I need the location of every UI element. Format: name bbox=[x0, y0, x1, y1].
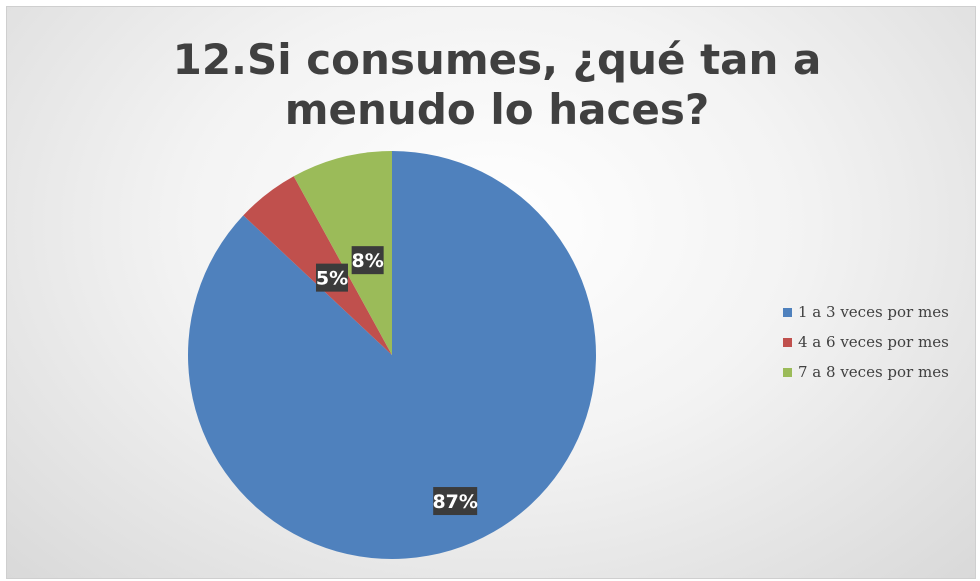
legend-item: 1 a 3 veces por mes bbox=[783, 303, 949, 321]
legend-swatch bbox=[783, 367, 792, 377]
data-label-box bbox=[315, 263, 348, 292]
legend: 1 a 3 veces por mes 4 a 6 veces por mes … bbox=[783, 303, 949, 393]
data-label: 8% bbox=[351, 246, 384, 275]
chart-area: 12.Si consumes, ¿qué tan a menudo lo hac… bbox=[6, 6, 976, 579]
legend-swatch bbox=[783, 307, 792, 317]
data-label-text: 87% bbox=[432, 491, 477, 513]
data-label: 87% bbox=[432, 487, 478, 516]
data-label-box bbox=[351, 246, 384, 275]
data-label-box bbox=[433, 487, 478, 516]
chart-title: 12.Si consumes, ¿qué tan a menudo lo hac… bbox=[172, 35, 822, 134]
legend-item: 7 a 8 veces por mes bbox=[783, 363, 949, 381]
pie-slice bbox=[293, 151, 392, 355]
legend-label: 7 a 8 veces por mes bbox=[798, 363, 949, 381]
pie-chart: 87% 5%8% bbox=[187, 151, 596, 559]
legend-label: 1 a 3 veces por mes bbox=[798, 303, 949, 321]
legend-item: 4 a 6 veces por mes bbox=[783, 333, 949, 351]
legend-swatch bbox=[783, 337, 792, 347]
data-label-text: 8% bbox=[352, 250, 384, 272]
legend-label: 4 a 6 veces por mes bbox=[798, 333, 949, 351]
data-label: 5% bbox=[315, 263, 348, 292]
data-label-text: 5% bbox=[316, 268, 348, 290]
